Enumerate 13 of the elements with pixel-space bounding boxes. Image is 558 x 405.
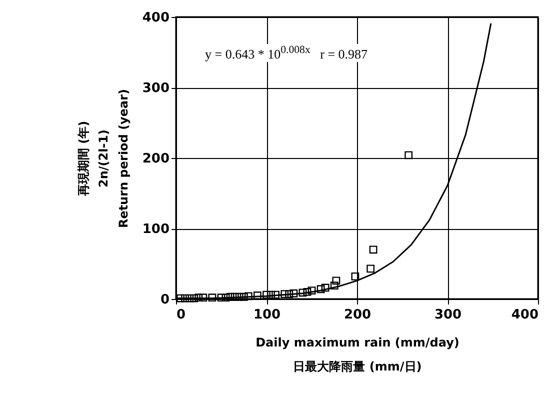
x-tick-label: 0 [176,308,186,322]
x-tick-label: 300 [434,308,462,322]
y-tick-label: 400 [142,10,170,26]
x-tick-label: 100 [253,308,281,322]
x-axis-title: Daily maximum rain (mm/day) 日最大降雨量 (mm/日) [256,336,460,374]
y-tick-label: 0 [160,292,170,308]
x-tick-label: 200 [344,308,372,322]
y-tick-label: 100 [142,222,170,237]
y-tick-label: 300 [142,81,170,96]
annotation: y = 0.643 * 10$^{0.008x}$ r = 0.987 [202,44,371,62]
y-axis-title: 再現期間 (年) 2n/(2l-1) Return period (year) [76,88,130,228]
y-tick-label: 200 [142,152,170,166]
x-tick-label: 400 [511,308,538,322]
